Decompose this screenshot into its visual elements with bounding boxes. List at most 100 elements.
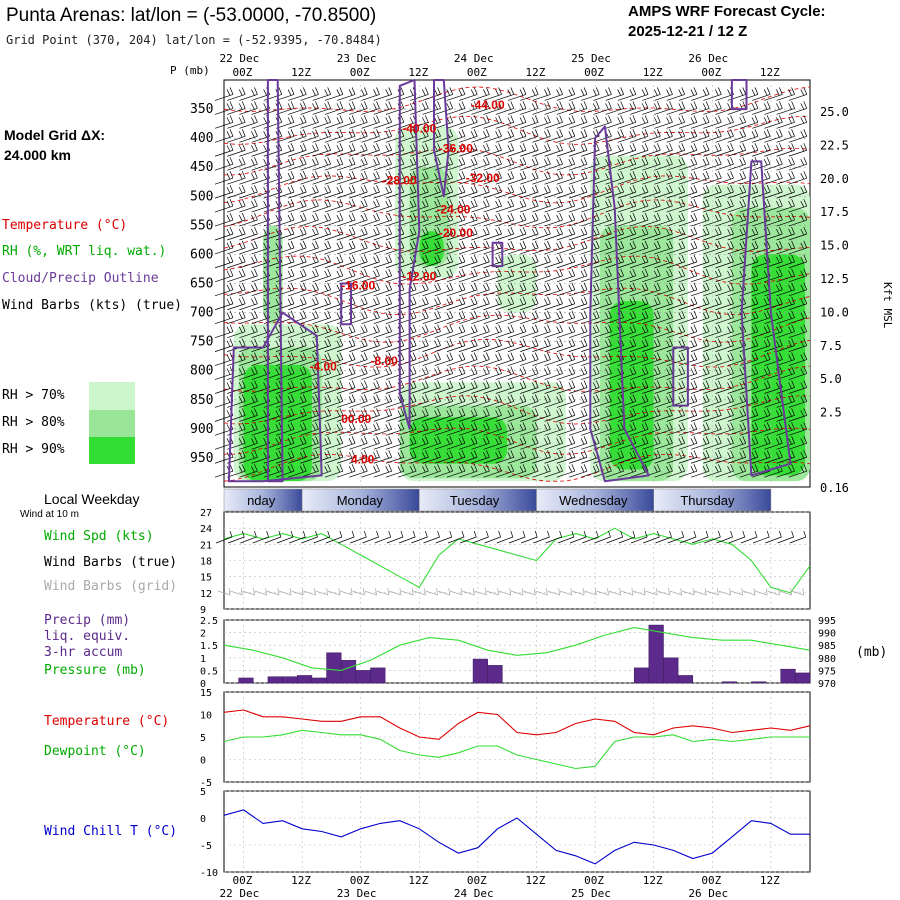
wind-barb: [434, 254, 454, 269]
pressure-tick-label: 450: [190, 160, 213, 175]
wind-barb-grid: [413, 587, 426, 596]
precip-bar: [795, 672, 811, 684]
wind-barb: [324, 450, 344, 464]
wind-barb: [349, 310, 368, 325]
temperature-contour: [223, 115, 811, 145]
wind-barb: [483, 143, 502, 157]
wind-barb: [654, 143, 673, 157]
wind-barb: [361, 226, 380, 241]
wind-barb-true: [289, 530, 306, 544]
wind-barb: [642, 129, 661, 143]
wind-barb: [788, 310, 808, 325]
wind-barb: [410, 101, 429, 115]
wind-barb: [788, 338, 808, 352]
wind-barb: [214, 212, 234, 227]
wind-barb: [312, 254, 331, 269]
wind-barb: [373, 101, 393, 115]
temperature-contour: [223, 86, 811, 112]
wind-barb-true: [411, 530, 428, 544]
precip-bar: [487, 665, 503, 684]
wind-barb: [629, 115, 649, 129]
wind-barb: [239, 450, 258, 464]
wind-barb: [373, 324, 393, 338]
wind-barb: [568, 296, 588, 311]
wind-barb: [446, 87, 466, 101]
wind-barb: [654, 464, 673, 478]
wind-barb-true: [521, 530, 538, 544]
wind-barb: [324, 254, 344, 269]
wind-barb: [239, 184, 258, 199]
wind-barb: [593, 254, 612, 269]
wind-barb: [324, 352, 344, 366]
wind-barb: [788, 226, 808, 241]
wind-panel-tick-label: 9: [200, 605, 206, 616]
wind-barb: [556, 324, 576, 338]
wind-barb: [312, 87, 331, 101]
wind-barb: [581, 101, 600, 115]
wind-barb-true: [313, 530, 331, 544]
cloud-outline: [730, 79, 748, 111]
pressure-tick-label: 400: [190, 131, 213, 146]
precip-bar: [648, 624, 664, 684]
wind-barb: [471, 296, 490, 311]
wind-barb: [300, 87, 319, 101]
wind-barb: [495, 338, 515, 352]
wind-barb-grid: [694, 587, 707, 596]
wind-barb: [666, 422, 686, 436]
wind-barb: [214, 101, 234, 115]
wind-barb: [410, 338, 429, 352]
wind-barb: [495, 226, 515, 241]
wind-barb: [361, 240, 380, 255]
wind-barb: [544, 129, 563, 143]
rh-region: [243, 364, 312, 482]
wind-barb: [471, 171, 490, 185]
wind-barb: [556, 212, 576, 227]
wind-barb-true: [753, 530, 770, 544]
wind-barb: [715, 310, 734, 325]
wind-barb: [434, 212, 454, 227]
wind-barb: [239, 101, 258, 115]
wind-barb: [349, 184, 368, 199]
wind-barb: [227, 366, 246, 380]
bottom-hour-label: 12Z: [760, 874, 780, 887]
wind-barb: [593, 184, 612, 199]
wind-barb: [654, 212, 673, 227]
wind-barb: [483, 212, 502, 227]
wind-barb: [629, 394, 649, 408]
wind-barb: [214, 240, 234, 255]
weekday-label: Thursday: [680, 493, 735, 508]
wind-barb: [446, 380, 466, 394]
wind-barb: [776, 380, 795, 394]
wind-barb: [703, 408, 722, 422]
wind-barb: [654, 240, 673, 255]
wind-barb: [495, 394, 515, 408]
wind-barb: [227, 171, 246, 185]
wind-barb: [410, 296, 429, 311]
wind-barb: [410, 310, 429, 325]
wind-barb: [275, 380, 295, 394]
wind-barb: [666, 436, 686, 450]
wind-barb: [556, 310, 576, 325]
wind-barb: [459, 101, 478, 115]
wind-barb: [654, 115, 673, 129]
wind-barb: [739, 129, 759, 143]
wind-barb: [446, 240, 466, 255]
wind-barb: [214, 115, 234, 129]
wind-barb: [788, 87, 808, 101]
wind-barb: [471, 450, 490, 464]
wind-barb: [666, 282, 686, 297]
wind-barb: [520, 157, 539, 171]
wind-barb: [446, 296, 466, 311]
wind-barb: [703, 226, 722, 241]
wind-barb: [788, 184, 808, 199]
wind-barb: [214, 310, 234, 325]
wind-barb: [422, 352, 441, 366]
wind-barb: [324, 115, 344, 129]
wind-barb: [324, 422, 344, 436]
wind-barb: [239, 324, 258, 338]
model-grid-value: 24.000 km: [4, 147, 71, 163]
wind-barb: [336, 198, 356, 213]
wind-barb: [239, 310, 258, 325]
wind-barb: [446, 450, 466, 464]
wind-barb: [629, 198, 649, 213]
